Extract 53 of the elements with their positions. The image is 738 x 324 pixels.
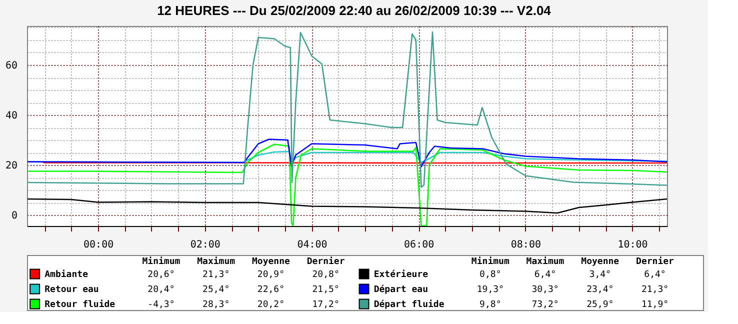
text: 28,3°: [202, 300, 230, 310]
legend-label: Retour eau: [44, 285, 99, 295]
x-tick-label: 02:00: [190, 240, 220, 250]
x-tick-label: 00:00: [83, 240, 114, 250]
text: Minimum: [142, 256, 181, 267]
x-tick-label: 10:00: [618, 240, 648, 250]
text: 20,9°: [257, 270, 284, 280]
text: Minimum: [471, 257, 510, 267]
text: 21,3°: [641, 285, 669, 295]
text: 11,9°: [641, 300, 669, 310]
text: Maximum: [526, 257, 564, 267]
text: Moyenne: [581, 257, 620, 267]
y-tick-label: 40: [5, 110, 18, 122]
text: 0,8°: [480, 270, 502, 280]
text: 20,6°: [148, 270, 175, 280]
chart-title: 12 HEURES --- Du 25/02/2009 22:40 au 26/02/2009 10:39 --- V2.04: [157, 3, 552, 18]
text: Maximum: [197, 256, 236, 267]
legend-label: Départ eau: [374, 284, 428, 295]
x-tick-label: 06:00: [404, 240, 434, 250]
text: 23,4°: [586, 285, 614, 295]
text: 17,2°: [312, 300, 340, 310]
text: Dernier: [636, 257, 674, 267]
text: 22,6°: [257, 285, 284, 295]
text: 20,4°: [148, 285, 175, 295]
text: 19,3°: [476, 285, 504, 295]
line-series: [27, 138, 667, 168]
y-tick-label: 60: [5, 60, 18, 72]
text: 9,8°: [480, 300, 502, 310]
line-series: [27, 198, 667, 214]
text: 6,4°: [644, 270, 666, 280]
text: 25,4°: [202, 285, 230, 295]
text: 6,4°: [534, 270, 556, 280]
text: 25,9°: [586, 300, 614, 310]
legend-label: Départ fluide: [374, 299, 445, 310]
legend-label: Ambiante: [44, 269, 89, 280]
text: 30,3°: [532, 285, 559, 295]
line-series: [27, 144, 667, 226]
text: 20,8°: [312, 270, 340, 280]
x-tick-label: 04:00: [297, 240, 328, 250]
text: Moyenne: [252, 257, 290, 267]
text: 3,4°: [589, 270, 611, 280]
text: 73,2°: [532, 300, 559, 310]
text: 20,2°: [257, 300, 284, 310]
y-tick-label: 20: [5, 160, 18, 172]
line-series: [27, 31, 667, 188]
legend-label: Extérieure: [374, 269, 429, 280]
text: Dernier: [306, 256, 346, 267]
text: -4,3°: [148, 300, 175, 310]
text: 21,3°: [202, 270, 230, 280]
legend-label: Retour fluide: [44, 299, 116, 310]
text: 21,5°: [312, 285, 340, 295]
y-tick-label: 0: [11, 210, 18, 222]
x-tick-label: 08:00: [510, 240, 541, 250]
